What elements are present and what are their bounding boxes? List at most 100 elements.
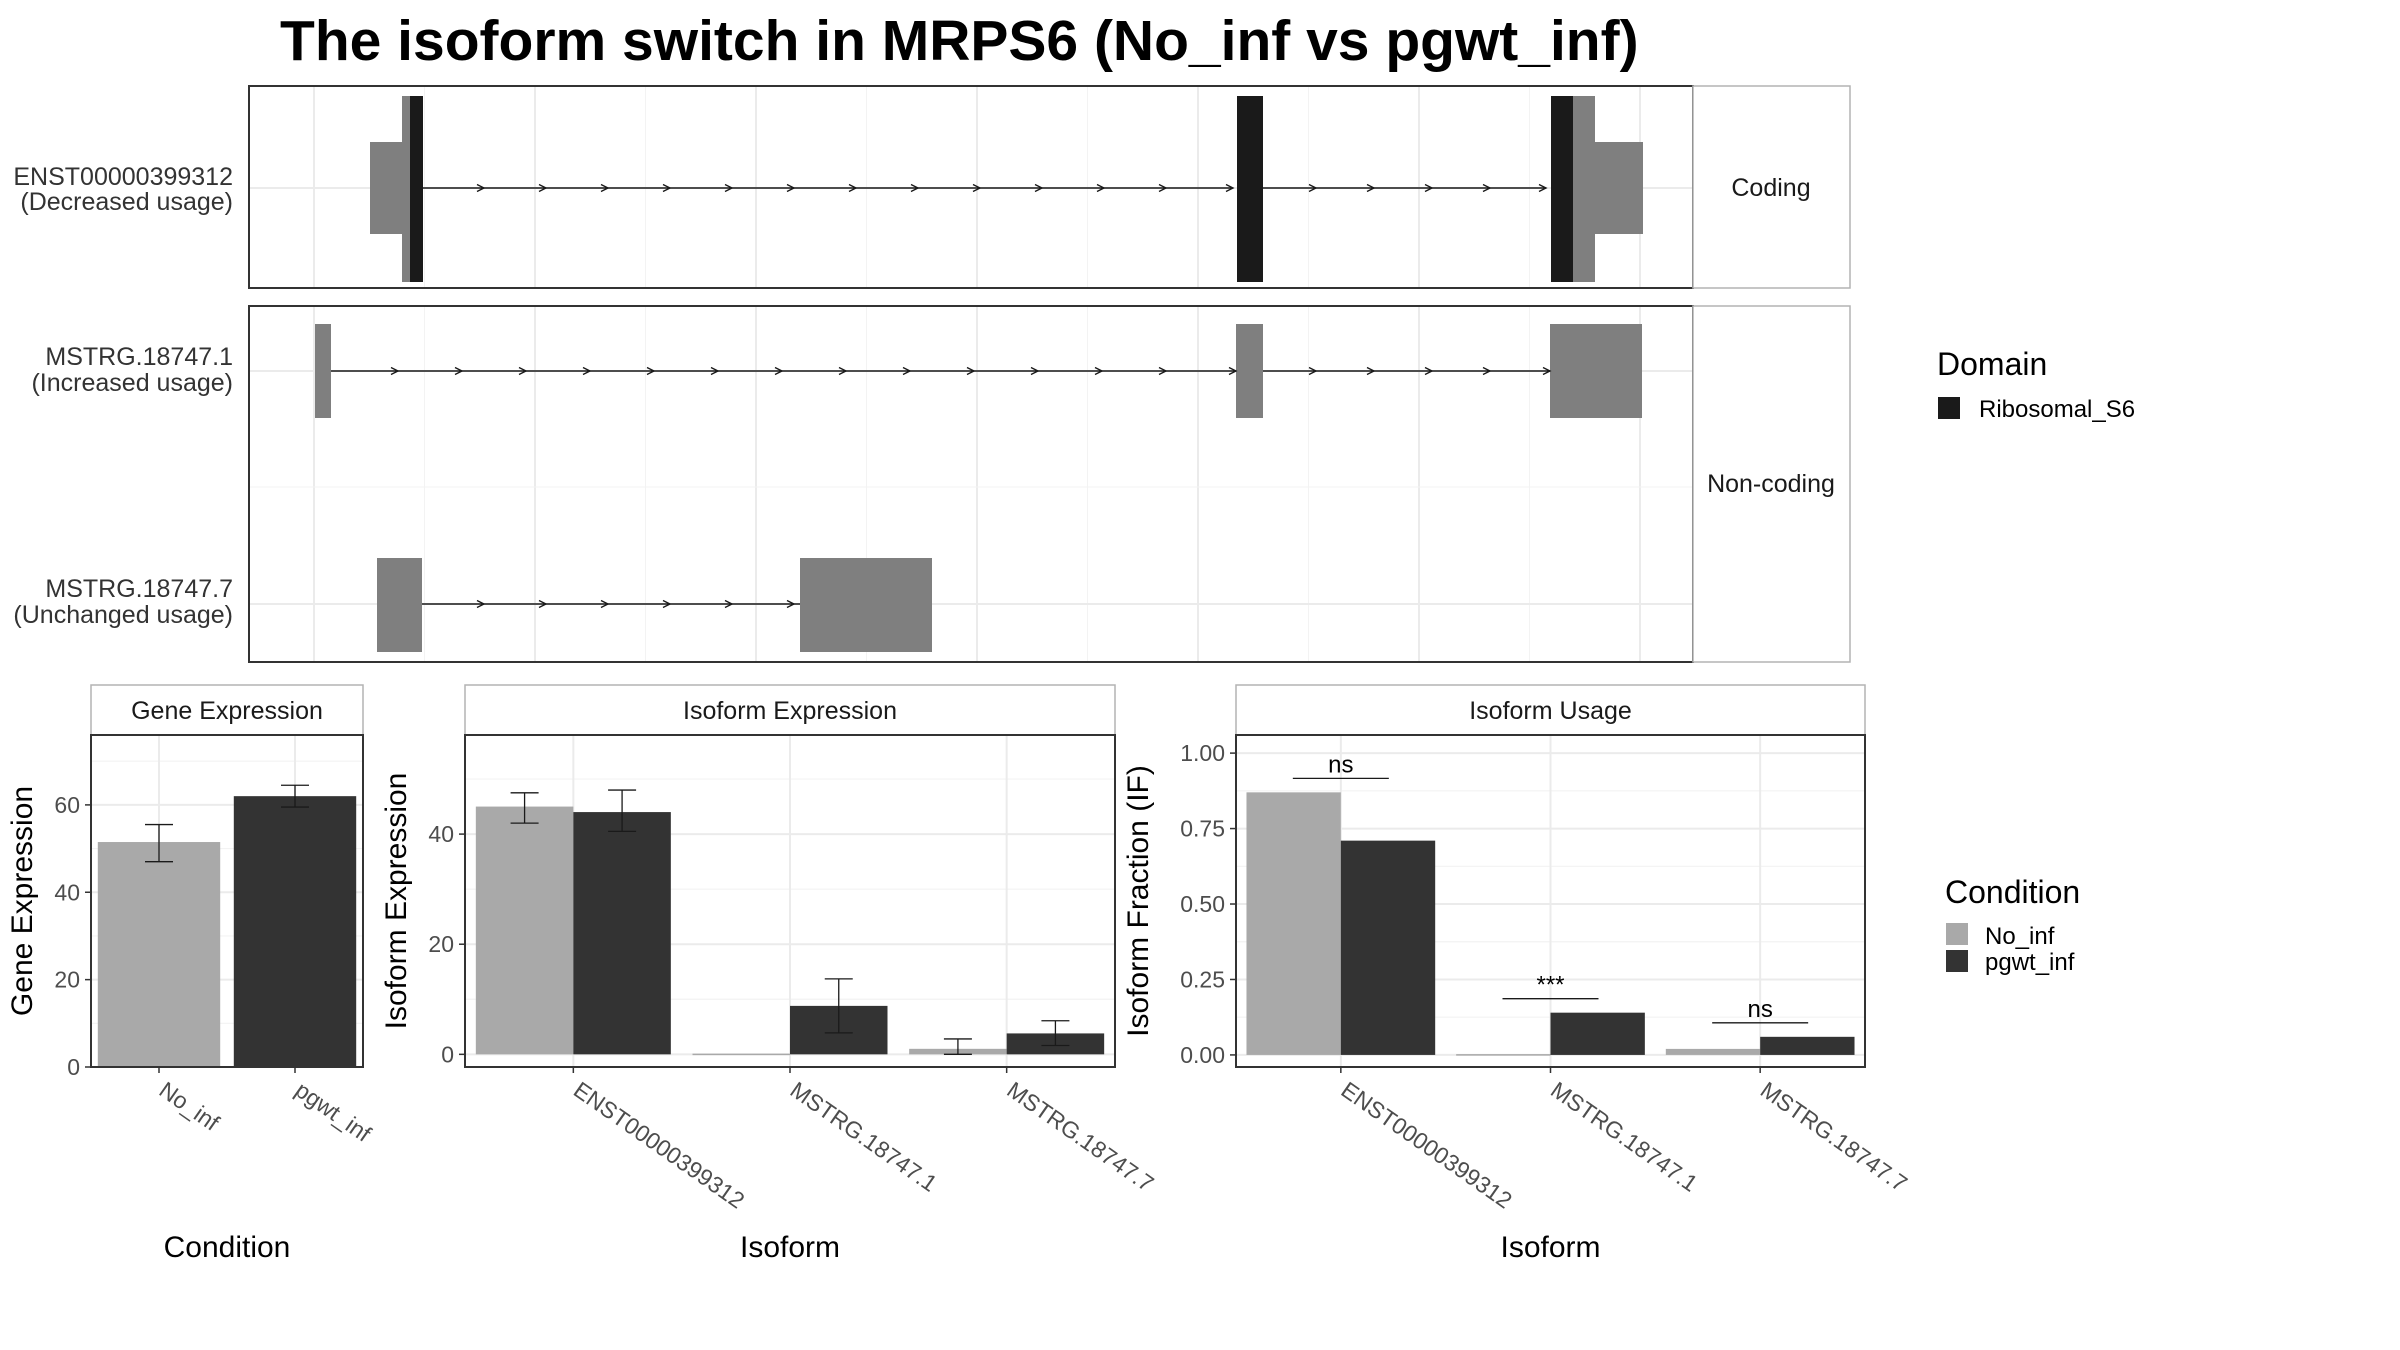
- isoform-row-label-2-usage: (Increased usage): [31, 369, 233, 397]
- panel-strip-label: Gene Expression: [131, 697, 323, 725]
- intron-arrowhead: [454, 366, 464, 376]
- coding-strip: [1692, 85, 1851, 289]
- intron-arrows: [476, 183, 1548, 193]
- intron-arrowhead: [662, 183, 672, 193]
- condition-legend: Condition No_inf pgwt_inf: [1945, 874, 2080, 976]
- gene-expression-chart: Gene Expression 0 20 40 60 No_inf pgwt_inf Cond…: [6, 684, 377, 1264]
- y-tick-label: 20: [54, 967, 80, 993]
- intron-arrowhead: [1366, 183, 1376, 193]
- panel-strip: [1235, 684, 1866, 736]
- y-tick-label: 0: [67, 1054, 80, 1080]
- domain-ribosomal-s6: [1551, 96, 1573, 282]
- isoform-row-label-1-usage: (Decreased usage): [20, 188, 233, 216]
- intron-arrowhead: [1034, 183, 1044, 193]
- x-axis-title: Isoform: [1500, 1231, 1600, 1264]
- y-tick-label: 1.00: [1180, 740, 1225, 766]
- y-tick-label: 0.00: [1180, 1042, 1225, 1068]
- domain-legend-swatch: [1938, 397, 1960, 419]
- intron-arrowhead: [662, 599, 672, 609]
- exon: [1236, 324, 1263, 418]
- domain-legend-label: Ribosomal_S6: [1979, 396, 2135, 423]
- intron-arrowhead: [1542, 366, 1552, 376]
- x-axis-title: Isoform: [740, 1231, 840, 1264]
- exon: [800, 558, 932, 652]
- intron-arrowhead: [1482, 183, 1492, 193]
- intron-arrowhead: [910, 183, 920, 193]
- x-tick-label: MSTRG.18747.1: [786, 1076, 942, 1196]
- intron-arrowhead: [476, 183, 486, 193]
- y-tick-label: 0.50: [1180, 891, 1225, 917]
- panel-border: [90, 734, 364, 1068]
- transcript-enst00000399312: [370, 96, 1643, 282]
- intron-arrowhead: [972, 183, 982, 193]
- intron-arrowhead: [1538, 183, 1548, 193]
- intron-arrowhead: [538, 599, 548, 609]
- x-axis-title: Condition: [164, 1231, 291, 1264]
- domain-legend-title: Domain: [1937, 346, 2047, 382]
- y-tick-label: 20: [428, 931, 454, 957]
- intron-arrowhead: [518, 366, 528, 376]
- panel-strip: [90, 684, 364, 736]
- y-tick-label: 40: [54, 879, 80, 905]
- condition-legend-label-pgwt-inf: pgwt_inf: [1985, 949, 2075, 976]
- transcript-structure-panel: Coding Non-coding ENST00000399312 (Decre…: [13, 85, 1851, 663]
- exon-coding: [1573, 96, 1595, 282]
- condition-legend-swatch-pgwt-inf: [1946, 950, 1968, 972]
- intron-arrowhead: [600, 183, 610, 193]
- intron-arrowhead: [848, 183, 858, 193]
- y-tick-label: 40: [428, 821, 454, 847]
- bar: [1246, 792, 1341, 1055]
- y-tick-label: 0.75: [1180, 816, 1225, 842]
- exon-utr: [370, 142, 402, 234]
- intron-arrowhead: [1030, 366, 1040, 376]
- significance-label: ns: [1747, 996, 1772, 1023]
- exon: [315, 324, 331, 418]
- isoform-row-label-2-id: MSTRG.18747.1: [45, 343, 233, 371]
- intron-arrowhead: [1308, 183, 1318, 193]
- intron-arrowhead: [710, 366, 720, 376]
- intron-arrowhead: [724, 599, 734, 609]
- bar: [1760, 1036, 1855, 1055]
- transcript-mstrg-18747-1: [315, 324, 1642, 418]
- isoform-row-label-1-id: ENST00000399312: [13, 163, 233, 191]
- bar: [97, 842, 221, 1067]
- x-tick-label: MSTRG.18747.7: [1002, 1076, 1158, 1196]
- x-tick-label: No_inf: [155, 1076, 225, 1136]
- domain-ribosomal-s6: [1237, 96, 1263, 282]
- intron-arrowhead: [1366, 366, 1376, 376]
- exon-utr: [1595, 142, 1643, 234]
- y-axis-title: Isoform Fraction (IF): [1122, 765, 1155, 1037]
- intron-arrowhead: [1094, 366, 1104, 376]
- condition-legend-label-no-inf: No_inf: [1985, 923, 2055, 950]
- coding-strip-label: Coding: [1731, 174, 1810, 202]
- intron-arrowhead: [786, 183, 796, 193]
- intron-arrowhead: [1424, 366, 1434, 376]
- bar: [1340, 840, 1436, 1055]
- intron-arrowhead: [774, 366, 784, 376]
- y-axis-title: Gene Expression: [6, 786, 39, 1016]
- bar: [1665, 1048, 1761, 1055]
- x-tick-label: ENST00000399312: [569, 1076, 749, 1213]
- exon: [377, 558, 422, 652]
- panel-strip-label: Isoform Usage: [1469, 697, 1632, 725]
- panel-strip: [464, 684, 1116, 736]
- condition-legend-swatch-no-inf: [1946, 923, 1968, 945]
- intron-arrowhead: [476, 599, 486, 609]
- intron-arrows: [390, 366, 1552, 376]
- intron-arrowhead: [646, 366, 656, 376]
- x-tick-label: pgwt_inf: [291, 1076, 377, 1147]
- intron-arrowhead: [838, 366, 848, 376]
- intron-arrowhead: [902, 366, 912, 376]
- intron-arrowhead: [966, 366, 976, 376]
- panel-strip-label: Isoform Expression: [683, 697, 897, 725]
- domain-legend: Domain Ribosomal_S6: [1937, 346, 2135, 423]
- bar: [573, 812, 671, 1055]
- intron-arrowhead: [600, 599, 610, 609]
- intron-arrowhead: [1158, 183, 1168, 193]
- intron-arrowhead: [724, 183, 734, 193]
- noncoding-strip-label: Non-coding: [1707, 470, 1835, 498]
- y-axis-title: Isoform Expression: [380, 773, 413, 1030]
- figure-title: The isoform switch in MRPS6 (No_inf vs p…: [280, 9, 1639, 73]
- bar: [475, 806, 574, 1055]
